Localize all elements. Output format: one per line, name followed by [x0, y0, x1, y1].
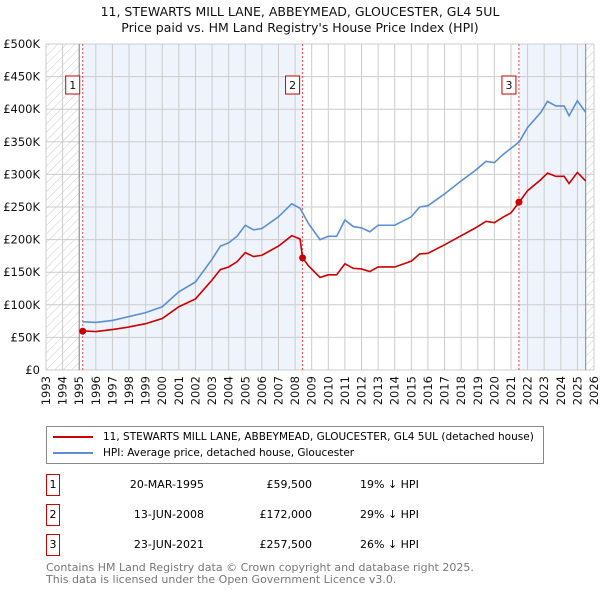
- y-tick-label: £450K: [3, 70, 40, 84]
- y-tick-label: £300K: [3, 167, 40, 181]
- chart-title: 11, STEWARTS MILL LANE, ABBEYMEAD, GLOUC…: [100, 4, 500, 19]
- x-tick-label: 2017: [438, 376, 452, 405]
- sale-label: 3: [505, 79, 512, 92]
- sale-label-box: [285, 75, 301, 95]
- x-tick-label: 2007: [271, 376, 285, 405]
- sale-price: £172,000: [259, 508, 313, 521]
- x-tick-label: 2016: [421, 376, 435, 405]
- x-tick-label: 2006: [255, 376, 269, 405]
- sale-row-2: 2 13-JUN-2008 £172,000 29% ↓ HPI: [46, 504, 546, 526]
- x-tick-label: 2014: [388, 376, 402, 405]
- x-tick-label: 2010: [321, 376, 335, 405]
- series-hpi: [82, 99, 587, 324]
- y-tick-label: £400K: [3, 102, 40, 116]
- sale-label: 2: [289, 79, 296, 92]
- x-tick-label: 2013: [371, 376, 385, 405]
- x-tick-label: 2023: [537, 376, 551, 405]
- sale-marker: 1: [46, 474, 60, 496]
- x-tick-label: 2019: [471, 376, 485, 405]
- sale-marker: 3: [46, 534, 60, 556]
- sale-date: 23-JUN-2021: [133, 538, 204, 551]
- y-tick-label: £100K: [3, 298, 40, 312]
- x-tick-label: 2011: [338, 376, 352, 405]
- y-tick-label: £50K: [11, 330, 41, 344]
- x-tick-label: 1995: [72, 376, 86, 405]
- sale-marker: 2: [46, 504, 60, 526]
- x-tick-label: 1998: [122, 376, 136, 405]
- x-tick-label: 1993: [39, 376, 53, 405]
- x-tick-label: 2001: [172, 376, 186, 405]
- legend-line-property: [53, 436, 93, 438]
- x-tick-label: 2009: [305, 376, 319, 405]
- legend: 11, STEWARTS MILL LANE, ABBEYMEAD, GLOUC…: [46, 426, 544, 464]
- x-tick-label: 2002: [188, 376, 202, 405]
- x-tick-label: 2003: [205, 376, 219, 405]
- sale-date: 20-MAR-1995: [129, 478, 204, 491]
- legend-label-property: 11, STEWARTS MILL LANE, ABBEYMEAD, GLOUC…: [103, 431, 534, 443]
- y-tick-label: £150K: [3, 265, 40, 279]
- y-tick-label: £250K: [3, 200, 40, 214]
- y-tick-label: £0: [25, 363, 40, 377]
- legend-line-hpi: [53, 452, 93, 454]
- sale-label-box: [501, 75, 517, 95]
- x-tick-label: 1997: [105, 376, 119, 405]
- sale-row-1: 1 20-MAR-1995 £59,500 19% ↓ HPI: [46, 474, 546, 496]
- sale-hpi-diff: 29% ↓ HPI: [360, 508, 419, 521]
- x-tick-label: 2018: [454, 376, 468, 405]
- sale-price: £257,500: [259, 538, 313, 551]
- x-tick-label: 2015: [404, 376, 418, 405]
- legend-label-hpi: HPI: Average price, detached house, Glou…: [103, 447, 355, 459]
- x-tick-label: 2021: [504, 376, 518, 405]
- sale-price: £59,500: [266, 478, 313, 491]
- price-chart: £0 £50K £100K £150K £200K £250K £300K £350K £400…: [3, 37, 600, 405]
- sale-point: [515, 198, 523, 206]
- x-tick-label: 2005: [238, 376, 252, 405]
- sale-hpi-diff: 26% ↓ HPI: [360, 538, 419, 551]
- sale-label: 1: [69, 79, 76, 92]
- footer-copyright: Contains HM Land Registry data © Crown c…: [46, 561, 474, 574]
- sale-date: 13-JUN-2008: [133, 508, 204, 521]
- footer-licence: This data is licensed under the Open Gov…: [46, 573, 397, 586]
- x-tick-label: 1999: [139, 376, 153, 405]
- x-tick-label: 2020: [487, 376, 501, 405]
- sale-label-box: [65, 75, 81, 95]
- sale-hpi-diff: 19% ↓ HPI: [360, 478, 419, 491]
- sale-row-3: 3 23-JUN-2021 £257,500 26% ↓ HPI: [46, 534, 546, 556]
- x-tick-label: 2025: [570, 376, 584, 405]
- y-tick-label: £200K: [3, 233, 40, 247]
- x-tick-label: 1996: [89, 376, 103, 405]
- x-tick-label: 2026: [587, 376, 600, 405]
- x-tick-label: 2008: [288, 376, 302, 405]
- x-tick-label: 2022: [521, 376, 535, 405]
- x-tick-label: 2004: [222, 376, 236, 405]
- sale-point: [299, 254, 307, 262]
- x-tick-label: 2000: [155, 376, 169, 405]
- chart-subtitle: Price paid vs. HM Land Registry's House …: [121, 20, 479, 35]
- sale-point: [79, 327, 87, 335]
- x-tick-label: 2012: [355, 376, 369, 405]
- x-tick-label: 2024: [554, 376, 568, 405]
- y-tick-label: £350K: [3, 135, 40, 149]
- x-tick-label: 1994: [56, 376, 70, 405]
- y-tick-label: £500K: [3, 37, 40, 51]
